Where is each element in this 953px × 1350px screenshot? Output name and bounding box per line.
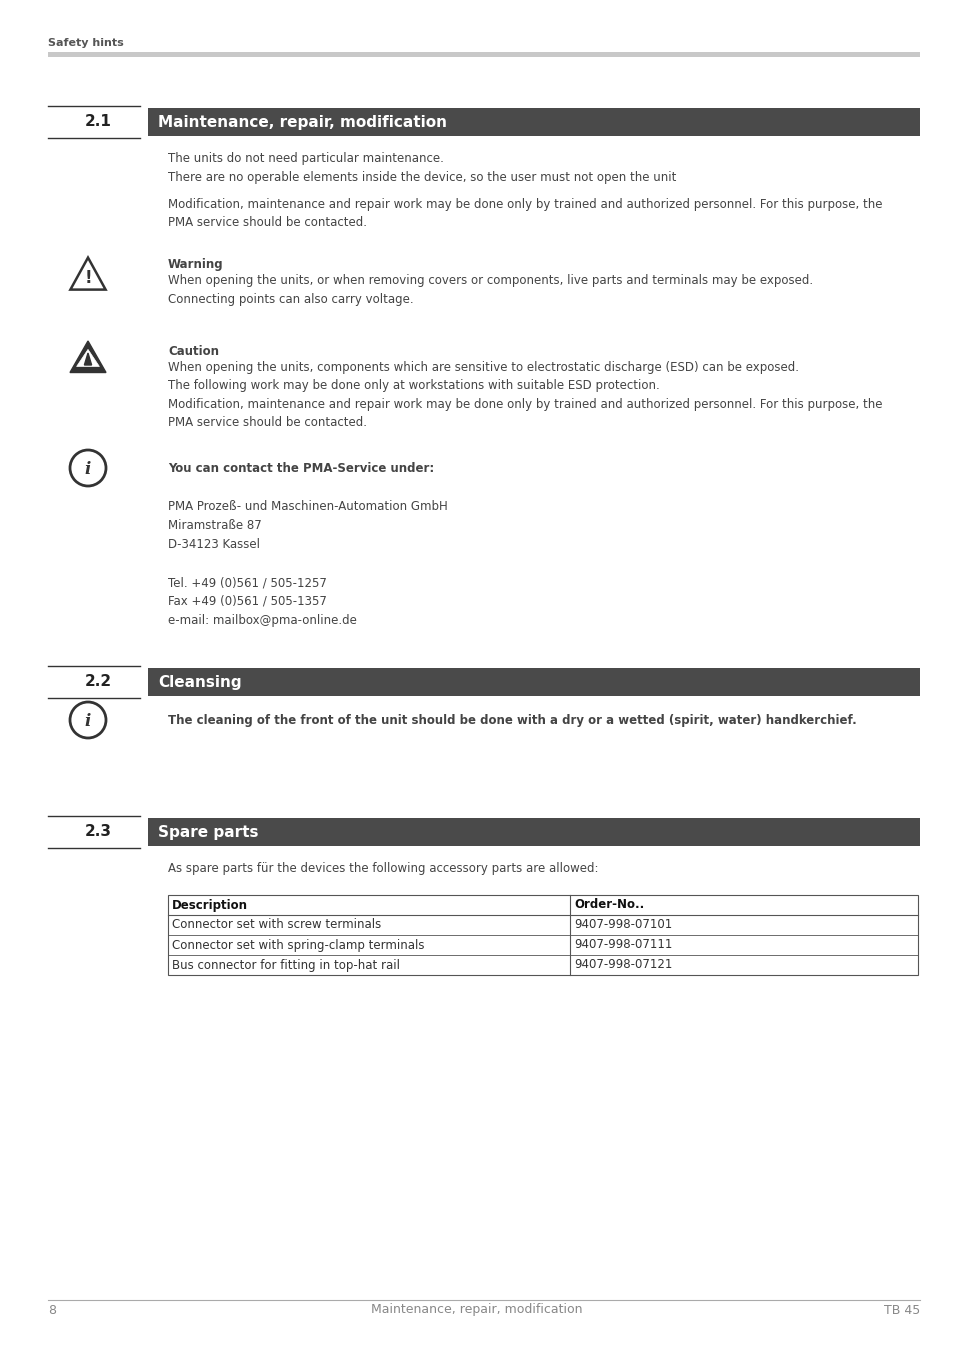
Text: You can contact the PMA-Service under:: You can contact the PMA-Service under: bbox=[168, 462, 434, 475]
Text: i: i bbox=[85, 713, 91, 729]
Text: Maintenance, repair, modification: Maintenance, repair, modification bbox=[158, 115, 447, 130]
Text: 9407-998-07101: 9407-998-07101 bbox=[574, 918, 672, 932]
Text: Connector set with spring-clamp terminals: Connector set with spring-clamp terminal… bbox=[172, 938, 424, 952]
Text: Modification, maintenance and repair work may be done only by trained and author: Modification, maintenance and repair wor… bbox=[168, 198, 882, 230]
Text: When opening the units, components which are sensitive to electrostatic discharg: When opening the units, components which… bbox=[168, 360, 882, 429]
Bar bbox=[148, 668, 919, 697]
Bar bbox=[148, 818, 919, 846]
Text: 2.3: 2.3 bbox=[85, 825, 112, 840]
Text: i: i bbox=[85, 460, 91, 478]
Text: Connector set with screw terminals: Connector set with screw terminals bbox=[172, 918, 381, 932]
Text: 8: 8 bbox=[48, 1304, 56, 1316]
Text: 9407-998-07111: 9407-998-07111 bbox=[574, 938, 672, 952]
Text: Spare parts: Spare parts bbox=[158, 825, 258, 840]
Text: Description: Description bbox=[172, 899, 248, 911]
Text: As spare parts für the devices the following accessory parts are allowed:: As spare parts für the devices the follo… bbox=[168, 863, 598, 875]
Text: Safety hints: Safety hints bbox=[48, 38, 124, 49]
Text: Cleansing: Cleansing bbox=[158, 675, 241, 690]
Polygon shape bbox=[76, 350, 99, 366]
Text: Maintenance, repair, modification: Maintenance, repair, modification bbox=[371, 1304, 582, 1316]
Text: PMA Prozeß- und Maschinen-Automation GmbH
Miramstraße 87
D-34123 Kassel

Tel. +4: PMA Prozeß- und Maschinen-Automation Gmb… bbox=[168, 500, 447, 626]
Text: The units do not need particular maintenance.
There are no operable elements ins: The units do not need particular mainten… bbox=[168, 153, 676, 184]
Text: Bus connector for fitting in top-hat rail: Bus connector for fitting in top-hat rai… bbox=[172, 958, 399, 972]
Text: TB 45: TB 45 bbox=[882, 1304, 919, 1316]
Text: !: ! bbox=[84, 269, 91, 286]
Text: Order-No..: Order-No.. bbox=[574, 899, 643, 911]
Bar bbox=[168, 895, 917, 975]
Text: When opening the units, or when removing covers or components, live parts and te: When opening the units, or when removing… bbox=[168, 274, 812, 305]
Polygon shape bbox=[70, 342, 106, 373]
Bar bbox=[148, 108, 919, 136]
Bar bbox=[48, 53, 919, 57]
Text: Warning: Warning bbox=[168, 258, 223, 271]
Text: 9407-998-07121: 9407-998-07121 bbox=[574, 958, 672, 972]
Polygon shape bbox=[84, 352, 91, 365]
Text: 2.1: 2.1 bbox=[85, 115, 112, 130]
Text: Caution: Caution bbox=[168, 346, 219, 358]
Text: 2.2: 2.2 bbox=[85, 675, 112, 690]
Text: The cleaning of the front of the unit should be done with a dry or a wetted (spi: The cleaning of the front of the unit sh… bbox=[168, 714, 856, 728]
